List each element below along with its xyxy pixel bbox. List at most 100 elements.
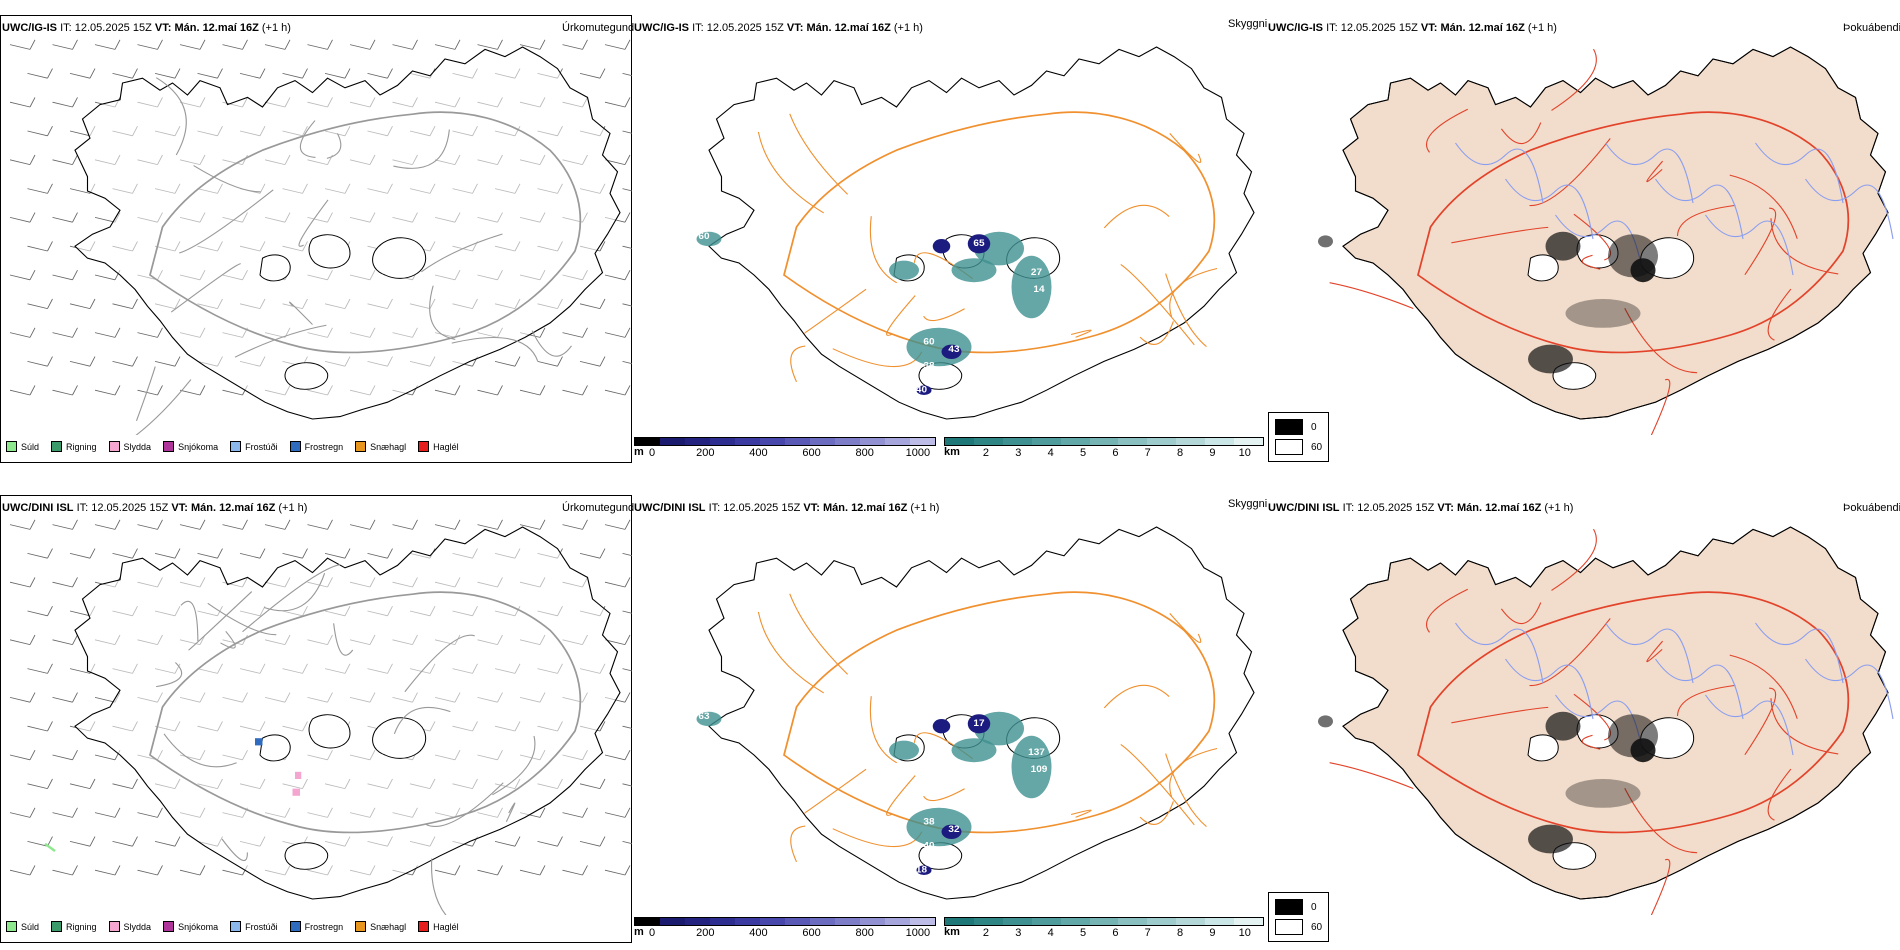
lead-time: (+1 h) (1527, 22, 1557, 34)
wind-barb (604, 270, 631, 281)
row2-vis-header: UWC/DINI ISL IT: 12.05.2025 15Z VT: Mán.… (634, 502, 939, 514)
road (188, 591, 253, 651)
glacier-outline (372, 717, 427, 759)
precip-freezing-rain (255, 738, 263, 746)
road (1500, 122, 1542, 145)
wind-barb (52, 154, 78, 166)
road (869, 696, 898, 764)
legend-swatch (108, 921, 120, 932)
visibility-value-label: 60 (698, 231, 710, 242)
wind-barb (9, 692, 36, 703)
legend-item: Slydda (108, 441, 151, 452)
wind-barb (94, 327, 121, 338)
colorbar-tick-label: 1000 (905, 927, 931, 939)
wind-barb (477, 519, 503, 530)
colorbar-cell (945, 918, 974, 925)
colorbar-tick-label: 7 (1144, 447, 1151, 459)
wind-barb (27, 126, 53, 137)
legend-label: Snæhagl (370, 441, 407, 452)
wind-barb (622, 130, 632, 134)
road (393, 129, 450, 169)
colorbar-cell (785, 918, 810, 925)
wind-barb (477, 39, 503, 50)
colorbar-meters: 0 200 400 600 800 1000 m (634, 917, 936, 940)
road (425, 782, 504, 827)
wind-barb (137, 39, 163, 50)
colorbar-tick-label: 6 (1112, 447, 1119, 459)
river (1755, 622, 1844, 684)
colorbar-cell (1147, 438, 1177, 445)
road (156, 662, 183, 688)
wind-barb (94, 385, 121, 396)
road (263, 573, 326, 612)
visibility-value-label: 43 (948, 344, 960, 355)
wind-barb (604, 750, 631, 761)
road (299, 120, 316, 158)
colorbar-tick-label: 0 (649, 447, 656, 459)
legend-item: Slydda (108, 921, 151, 932)
road (1676, 204, 1736, 237)
road (869, 216, 898, 284)
road (1551, 528, 1597, 591)
colorbar-unit: m (634, 926, 646, 938)
legend-swatch (289, 921, 301, 932)
colorbar-cell (710, 918, 735, 925)
colorbar-tick-label: 8 (1177, 927, 1184, 939)
row1-precip-map (9, 39, 632, 435)
wind-barb (324, 548, 351, 559)
coastline (1342, 526, 1889, 900)
it-label: IT: (1326, 22, 1338, 34)
colorbar-cell (1118, 438, 1148, 445)
wind-barb (137, 519, 163, 530)
wind-barb (9, 270, 36, 281)
road (1165, 753, 1207, 828)
wind-barb (604, 327, 631, 338)
wind-barb (282, 68, 308, 79)
vt-value: Mán. 12.maí 16Z (190, 502, 276, 514)
colorbar-tick-label: 800 (855, 927, 874, 939)
legend-label: Frostregn (304, 441, 344, 452)
wind-barb (434, 39, 461, 50)
road (1120, 744, 1195, 826)
fog-index-area (1545, 231, 1581, 261)
coastline (74, 526, 621, 900)
wind-barb (579, 778, 606, 790)
road (1169, 267, 1218, 318)
wind-barb (562, 327, 588, 338)
wind-barb (69, 778, 96, 790)
visibility-value-label: 109 (1031, 764, 1048, 775)
wind-barb (52, 270, 78, 281)
river (1505, 658, 1594, 720)
road (1624, 307, 1698, 374)
it-label: IT: (76, 502, 89, 514)
it-value: 12.05.2025 15Z (1357, 502, 1435, 514)
colorbar-tick-label: 3 (1015, 927, 1022, 939)
wind-barb (94, 39, 121, 50)
legend-label: Rigning (66, 921, 97, 932)
colorbar-km: 12345678910km (944, 917, 1264, 940)
model-name: UWC/IG-IS (2, 22, 57, 34)
legend-swatch (6, 441, 17, 452)
wind-barb (324, 68, 351, 79)
wind-barb (179, 39, 206, 50)
road (1729, 654, 1798, 719)
row2-precip-panel (0, 495, 632, 943)
wind-barb (69, 836, 96, 847)
legend-item: Rigning (51, 441, 97, 452)
wind-barb (239, 68, 266, 79)
glacier-outline (284, 362, 329, 390)
road (1139, 801, 1174, 825)
river (1605, 622, 1694, 684)
road (1329, 762, 1414, 789)
wind-barb (69, 68, 96, 79)
panel-title-visibility: Skyggni (1228, 18, 1268, 30)
wind-barb (519, 39, 546, 50)
legend-label: Frostúði (245, 921, 278, 932)
legend-label: Haglél (433, 921, 459, 932)
road (1650, 858, 1671, 915)
road (1573, 693, 1611, 741)
fog-index-area (1528, 824, 1573, 854)
panel-title-visibility: Skyggni (1228, 498, 1268, 510)
legend-item: Frostregn (289, 921, 343, 932)
it-label: IT: (692, 22, 704, 34)
